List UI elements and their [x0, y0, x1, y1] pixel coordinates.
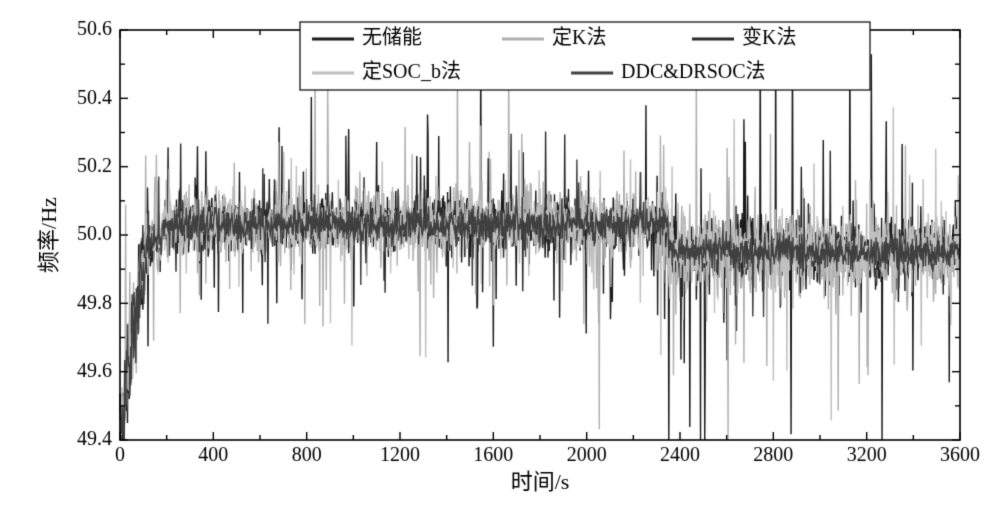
- chart-canvas: [0, 0, 1000, 515]
- frequency-chart: [0, 0, 1000, 515]
